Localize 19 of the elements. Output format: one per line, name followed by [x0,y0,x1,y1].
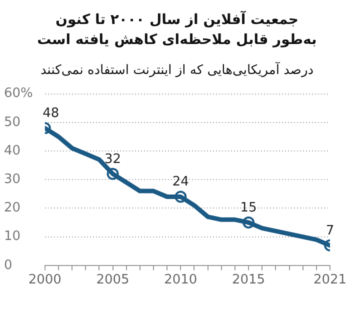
data-label: 32 [104,152,122,167]
data-label: 15 [240,200,257,216]
y-tick-label: 40 [4,143,21,158]
data-label: 24 [172,174,189,190]
chart-title: جمعیت آفلاین از سال ۲۰۰۰ تا کنون به‌طور قابل ملاحظه‌ای کاهش یافته است [36,10,318,50]
y-tick-label: 50 [4,114,21,130]
x-tick-label: 2000 [28,272,62,288]
x-tick-label: 2010 [164,272,198,288]
y-tick-label: 10 [4,229,21,244]
chart-subtitle: درصد آمریکایی‌هایی که از اینترنت استفاده نمی‌کنند [39,62,315,80]
data-label: 7 [326,223,334,238]
y-tick-label: 0 [4,258,12,273]
x-tick-label: 2015 [232,272,266,288]
data-label: 48 [42,106,60,121]
y-tick-label: 20 [4,200,21,216]
x-tick-label: 2005 [96,272,130,288]
x-tick-label: 2021 [313,272,347,288]
y-tick-label: 30 [4,172,21,187]
y-tick-label: 60% [4,86,33,102]
